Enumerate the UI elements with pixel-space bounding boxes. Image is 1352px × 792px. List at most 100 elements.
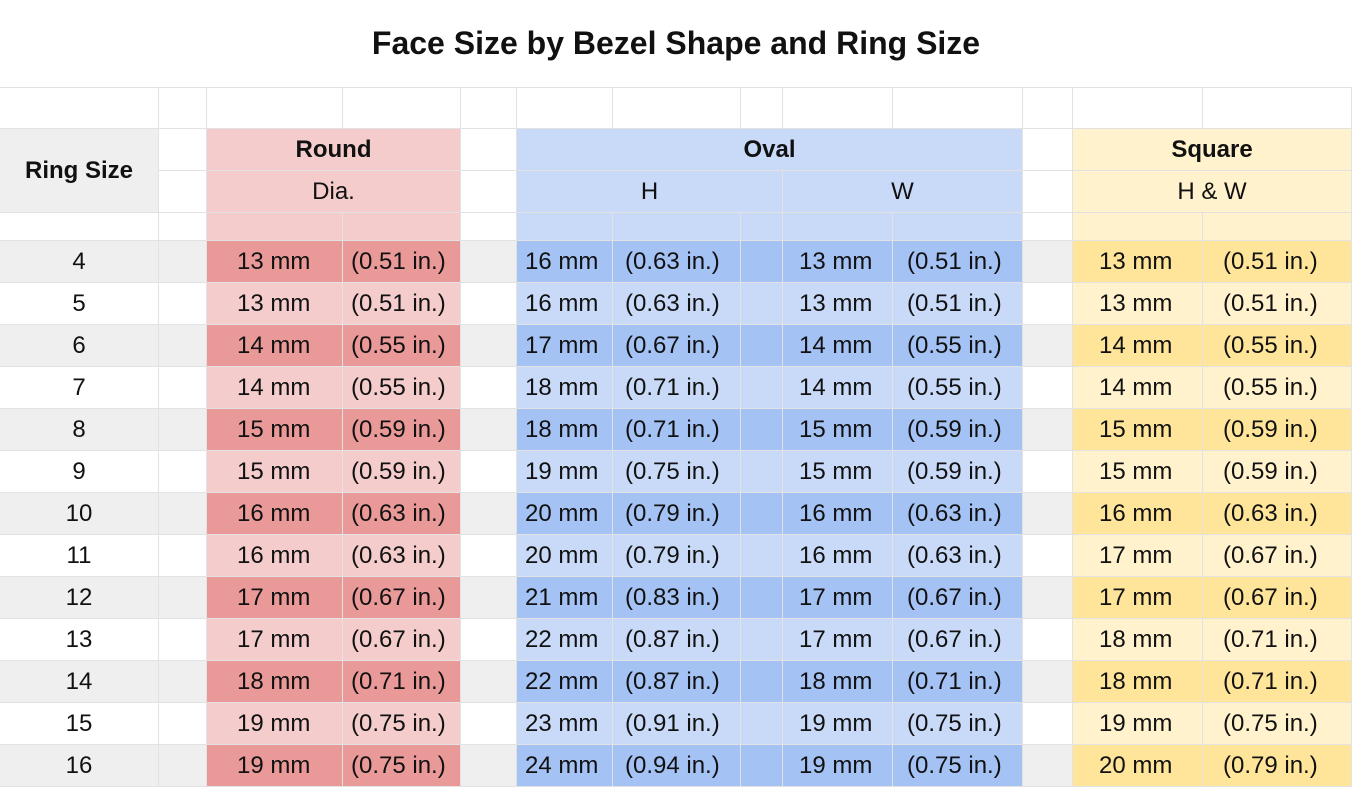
oval-w-in-cell[interactable]: (0.75 in.): [893, 745, 1023, 787]
ring-size-cell[interactable]: 16: [0, 745, 159, 787]
oval-w-mm-cell[interactable]: 19 mm: [783, 703, 893, 745]
empty-cell[interactable]: [461, 577, 517, 619]
oval-width-header[interactable]: W: [783, 171, 1023, 213]
oval-w-mm-cell[interactable]: 14 mm: [783, 325, 893, 367]
oval-h-mm-cell[interactable]: 21 mm: [517, 577, 613, 619]
empty-cell[interactable]: [1023, 577, 1073, 619]
empty-cell[interactable]: [159, 283, 207, 325]
empty-cell[interactable]: [461, 661, 517, 703]
round-in-cell[interactable]: (0.75 in.): [343, 745, 461, 787]
empty-cell[interactable]: [461, 129, 517, 171]
square-in-cell[interactable]: (0.55 in.): [1203, 367, 1352, 409]
empty-cell[interactable]: [1023, 661, 1073, 703]
empty-cell[interactable]: [207, 88, 343, 129]
square-in-cell[interactable]: (0.71 in.): [1203, 619, 1352, 661]
square-in-cell[interactable]: (0.79 in.): [1203, 745, 1352, 787]
oval-w-in-cell[interactable]: (0.71 in.): [893, 661, 1023, 703]
oval-h-in-cell[interactable]: (0.87 in.): [613, 661, 741, 703]
empty-cell[interactable]: [893, 213, 1023, 241]
empty-cell[interactable]: [893, 88, 1023, 129]
empty-cell[interactable]: [1023, 619, 1073, 661]
empty-cell[interactable]: [741, 88, 783, 129]
empty-cell[interactable]: [613, 88, 741, 129]
oval-h-in-cell[interactable]: (0.71 in.): [613, 409, 741, 451]
empty-cell[interactable]: [343, 213, 461, 241]
oval-w-in-cell[interactable]: (0.59 in.): [893, 409, 1023, 451]
ring-size-cell[interactable]: 6: [0, 325, 159, 367]
square-in-cell[interactable]: (0.51 in.): [1203, 241, 1352, 283]
square-mm-cell[interactable]: 17 mm: [1073, 577, 1203, 619]
empty-cell[interactable]: [159, 661, 207, 703]
oval-h-mm-cell[interactable]: 22 mm: [517, 619, 613, 661]
oval-h-in-cell[interactable]: (0.79 in.): [613, 493, 741, 535]
round-in-cell[interactable]: (0.67 in.): [343, 577, 461, 619]
round-mm-cell[interactable]: 16 mm: [207, 535, 343, 577]
square-in-cell[interactable]: (0.67 in.): [1203, 535, 1352, 577]
oval-w-mm-cell[interactable]: 13 mm: [783, 241, 893, 283]
round-in-cell[interactable]: (0.63 in.): [343, 493, 461, 535]
empty-cell[interactable]: [741, 283, 783, 325]
round-in-cell[interactable]: (0.59 in.): [343, 409, 461, 451]
oval-w-in-cell[interactable]: (0.51 in.): [893, 241, 1023, 283]
ring-size-cell[interactable]: 5: [0, 283, 159, 325]
oval-w-in-cell[interactable]: (0.67 in.): [893, 619, 1023, 661]
empty-cell[interactable]: [741, 493, 783, 535]
round-mm-cell[interactable]: 15 mm: [207, 451, 343, 493]
empty-cell[interactable]: [783, 213, 893, 241]
empty-cell[interactable]: [159, 619, 207, 661]
round-in-cell[interactable]: (0.63 in.): [343, 535, 461, 577]
empty-cell[interactable]: [461, 213, 517, 241]
empty-cell[interactable]: [159, 325, 207, 367]
oval-h-mm-cell[interactable]: 23 mm: [517, 703, 613, 745]
empty-cell[interactable]: [461, 535, 517, 577]
empty-cell[interactable]: [159, 745, 207, 787]
ring-size-cell[interactable]: 13: [0, 619, 159, 661]
round-mm-cell[interactable]: 16 mm: [207, 493, 343, 535]
empty-cell[interactable]: [741, 325, 783, 367]
ring-size-cell[interactable]: 15: [0, 703, 159, 745]
oval-h-mm-cell[interactable]: 22 mm: [517, 661, 613, 703]
square-mm-cell[interactable]: 19 mm: [1073, 703, 1203, 745]
empty-cell[interactable]: [0, 88, 159, 129]
round-in-cell[interactable]: (0.67 in.): [343, 619, 461, 661]
square-mm-cell[interactable]: 13 mm: [1073, 241, 1203, 283]
ring-size-cell[interactable]: 9: [0, 451, 159, 493]
square-in-cell[interactable]: (0.55 in.): [1203, 325, 1352, 367]
sheet-title[interactable]: Face Size by Bezel Shape and Ring Size: [0, 0, 1352, 88]
empty-cell[interactable]: [461, 619, 517, 661]
oval-w-in-cell[interactable]: (0.51 in.): [893, 283, 1023, 325]
square-mm-cell[interactable]: 16 mm: [1073, 493, 1203, 535]
empty-cell[interactable]: [517, 88, 613, 129]
empty-cell[interactable]: [741, 577, 783, 619]
empty-cell[interactable]: [741, 703, 783, 745]
empty-cell[interactable]: [1023, 493, 1073, 535]
square-mm-cell[interactable]: 14 mm: [1073, 367, 1203, 409]
oval-h-in-cell[interactable]: (0.75 in.): [613, 451, 741, 493]
oval-w-in-cell[interactable]: (0.55 in.): [893, 325, 1023, 367]
oval-w-mm-cell[interactable]: 17 mm: [783, 577, 893, 619]
empty-cell[interactable]: [461, 451, 517, 493]
empty-cell[interactable]: [1023, 745, 1073, 787]
square-mm-cell[interactable]: 13 mm: [1073, 283, 1203, 325]
round-mm-cell[interactable]: 14 mm: [207, 367, 343, 409]
round-diameter-header[interactable]: Dia.: [207, 171, 461, 213]
round-in-cell[interactable]: (0.59 in.): [343, 451, 461, 493]
round-mm-cell[interactable]: 17 mm: [207, 577, 343, 619]
empty-cell[interactable]: [461, 283, 517, 325]
round-mm-cell[interactable]: 13 mm: [207, 241, 343, 283]
empty-cell[interactable]: [461, 409, 517, 451]
empty-cell[interactable]: [461, 325, 517, 367]
empty-cell[interactable]: [1023, 283, 1073, 325]
empty-cell[interactable]: [783, 88, 893, 129]
round-mm-cell[interactable]: 17 mm: [207, 619, 343, 661]
oval-w-mm-cell[interactable]: 18 mm: [783, 661, 893, 703]
square-in-cell[interactable]: (0.63 in.): [1203, 493, 1352, 535]
square-mm-cell[interactable]: 18 mm: [1073, 619, 1203, 661]
empty-cell[interactable]: [461, 745, 517, 787]
oval-w-mm-cell[interactable]: 13 mm: [783, 283, 893, 325]
oval-w-in-cell[interactable]: (0.55 in.): [893, 367, 1023, 409]
oval-w-mm-cell[interactable]: 17 mm: [783, 619, 893, 661]
empty-cell[interactable]: [741, 661, 783, 703]
round-in-cell[interactable]: (0.71 in.): [343, 661, 461, 703]
empty-cell[interactable]: [741, 241, 783, 283]
